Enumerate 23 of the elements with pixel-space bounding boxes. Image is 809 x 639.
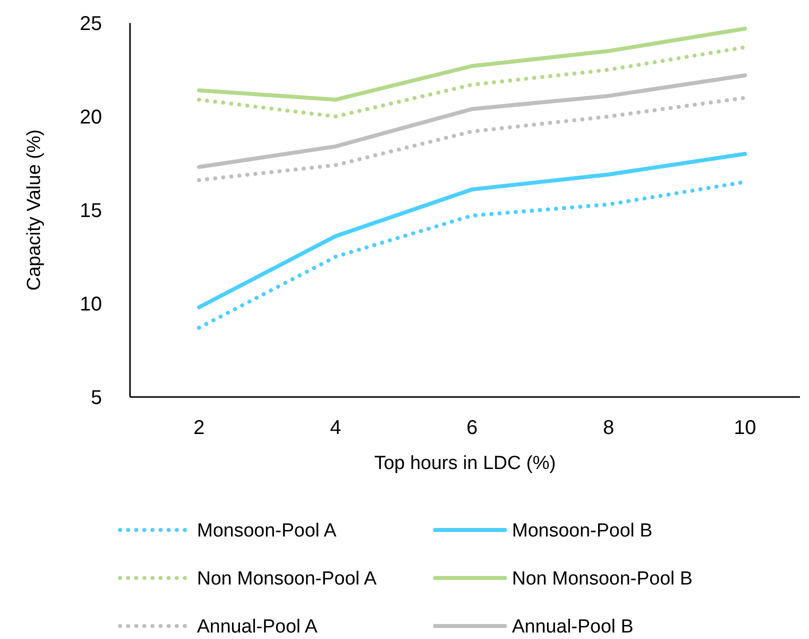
line-series	[197, 45, 747, 118]
legend-label: Monsoon-Pool A	[197, 520, 337, 542]
x-tick-label: 4	[330, 417, 342, 439]
y-tick-label: 10	[80, 294, 102, 316]
legend-label: Non Monsoon-Pool A	[197, 568, 377, 590]
line-series	[197, 73, 747, 169]
line-series	[197, 152, 747, 310]
x-tick-label: 8	[602, 417, 614, 439]
line-series	[197, 26, 747, 102]
x-tick-label: 6	[466, 417, 478, 439]
x-axis-title: Top hours in LDC (%)	[374, 453, 556, 474]
y-tick-label: 5	[90, 387, 102, 409]
x-tick-label: 2	[193, 417, 205, 439]
legend-label: Annual-Pool A	[197, 616, 318, 638]
y-tick-label: 20	[80, 106, 102, 128]
y-axis-title: Capacity Value (%)	[24, 129, 45, 291]
legend-label: Monsoon-Pool B	[512, 520, 652, 542]
line-series	[197, 96, 747, 182]
legend-label: Non Monsoon-Pool B	[512, 568, 693, 590]
x-tick-label: 10	[734, 417, 756, 439]
y-tick-label: 25	[80, 13, 102, 35]
legend-label: Annual-Pool B	[512, 616, 634, 638]
y-tick-label: 15	[80, 200, 102, 222]
